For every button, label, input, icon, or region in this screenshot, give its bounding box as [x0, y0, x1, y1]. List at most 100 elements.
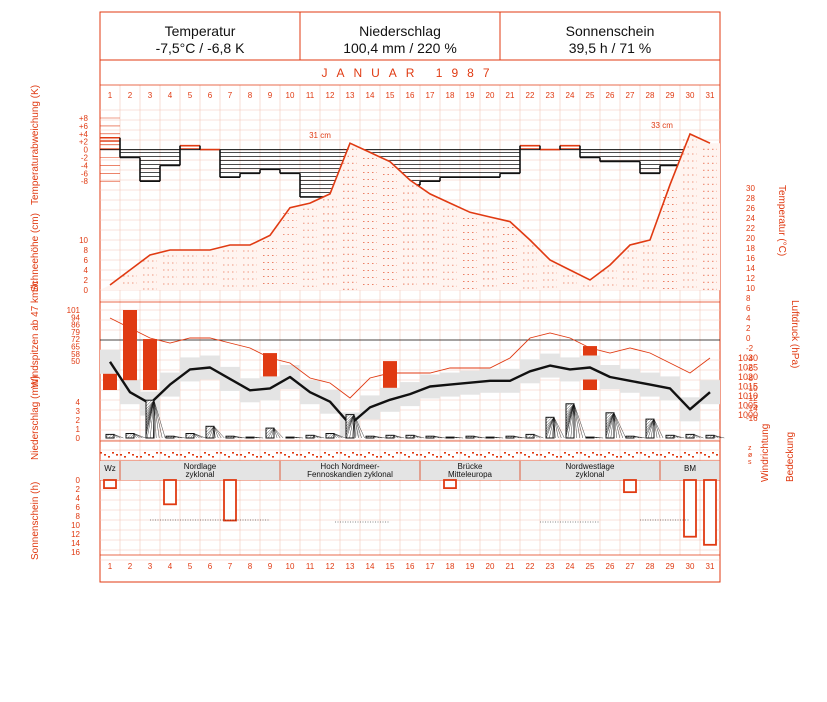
snow-tick: 4 [84, 266, 89, 275]
precip-hatch [605, 412, 610, 416]
wind-dir-dot [228, 456, 230, 458]
precip-hatch [507, 436, 510, 439]
precip-hatch [430, 436, 433, 439]
day-label-top: 3 [148, 91, 153, 100]
precip-hatch [108, 434, 113, 439]
precip-hatch [653, 419, 658, 439]
precip-hatch [153, 400, 155, 439]
temperature-tick: 20 [746, 234, 755, 243]
wind-tick: 65 [71, 343, 80, 352]
precip-hatch [565, 403, 570, 407]
sunshine-bar [623, 479, 637, 494]
precip-bar [625, 435, 646, 439]
wind-tick: 86 [71, 321, 80, 330]
wind-dir-dot [440, 456, 442, 458]
wind-dir-dot [328, 454, 330, 456]
wind-dir-dot [400, 452, 402, 454]
precip-hatch [293, 436, 304, 439]
day-label-bottom: 28 [646, 562, 655, 571]
precip-hatch [573, 403, 586, 439]
precip-hatch [113, 434, 124, 439]
precip-tick: 4 [76, 398, 81, 407]
weather-type-label: Nordlage [184, 462, 217, 471]
wind-dir-dot [696, 452, 698, 454]
wind-dir-dot [424, 456, 426, 458]
wind-dir-dot [120, 454, 122, 456]
wind-dir-dot [688, 454, 690, 456]
anomaly-bar [419, 152, 440, 186]
precip-hatch [693, 434, 704, 439]
wind-dir-dot [428, 452, 430, 454]
wind-dir-dot [532, 452, 534, 454]
wind-dir-dot [240, 454, 242, 456]
precip-hatch [173, 436, 186, 439]
wind-dir-dot [480, 454, 482, 456]
wind-tick: 72 [71, 335, 80, 344]
wind-dir-dot [520, 452, 522, 454]
precip-hatch [353, 414, 359, 439]
precip-hatch [546, 417, 555, 439]
precip-hatch [130, 433, 135, 439]
precip-hatch [513, 436, 526, 439]
wind-dir-dot [260, 456, 262, 458]
day-label-bottom: 6 [208, 562, 213, 571]
precip-rect [405, 434, 415, 439]
anomaly-tick: +2 [79, 138, 89, 147]
day-label-bottom: 13 [346, 562, 355, 571]
wind-dir-dot [356, 454, 358, 456]
header-sunshine: Sonnenschein 39,5 h / 71 % [500, 14, 720, 60]
wind-dir-dot [344, 454, 346, 456]
wind-dir-dot [588, 456, 590, 458]
wind-dir-dot [372, 454, 374, 456]
precip-bar [445, 436, 464, 439]
precip-hatch [253, 436, 264, 439]
wind-dir-dot [496, 456, 498, 458]
wind-dir-dot [384, 452, 386, 454]
precip-hatch [712, 435, 715, 439]
day-label-bottom: 7 [228, 562, 233, 571]
wind-dir-dot [708, 456, 710, 458]
wind-dir-dot [124, 456, 126, 458]
wind-dir-dot [516, 452, 518, 454]
wind-dir-dot [128, 452, 130, 454]
precip-hatch [450, 436, 453, 439]
wind-dir-dot [316, 456, 318, 458]
day-label-top: 15 [386, 91, 395, 100]
precip-bar [285, 436, 304, 439]
precip-hatch [193, 433, 200, 439]
temperature-tick: 24 [746, 214, 755, 223]
precip-hatch [633, 436, 646, 439]
wind-dir-dot [376, 456, 378, 458]
temperature-tick: 22 [746, 224, 755, 233]
precip-bar [405, 434, 425, 439]
precip-hatch [413, 435, 416, 439]
precip-hatch [565, 403, 575, 416]
precip-hatch [330, 433, 335, 439]
precip-hatch [645, 419, 655, 435]
header-title: Temperatur [164, 23, 236, 39]
snow-tick: 2 [84, 276, 89, 285]
day-label-bottom: 2 [128, 562, 133, 571]
precip-hatch [645, 419, 655, 438]
precip-hatch [549, 417, 555, 439]
precip-hatch [213, 426, 225, 439]
day-label-top: 17 [426, 91, 435, 100]
precip-hatch [666, 435, 670, 439]
wind-dir-dot [280, 452, 282, 454]
weather-type-label: Brücke [458, 462, 483, 471]
wind-dir-dot [552, 454, 554, 456]
anomaly-bar [159, 152, 180, 182]
wind-dir-dot [712, 452, 714, 454]
precip-hatch [373, 436, 386, 439]
anomaly-bar [579, 145, 600, 159]
sunshine-bar [163, 479, 177, 506]
precip-hatch [545, 417, 555, 430]
precip-bar [185, 433, 206, 439]
precip-hatch [688, 434, 693, 439]
wind-dir-dot [544, 456, 546, 458]
wind-dir-dot [448, 454, 450, 456]
wind-dir-dot [548, 452, 550, 454]
precip-bar [385, 434, 405, 439]
wind-dir-dot [500, 456, 502, 458]
precip-hatch [545, 417, 553, 424]
